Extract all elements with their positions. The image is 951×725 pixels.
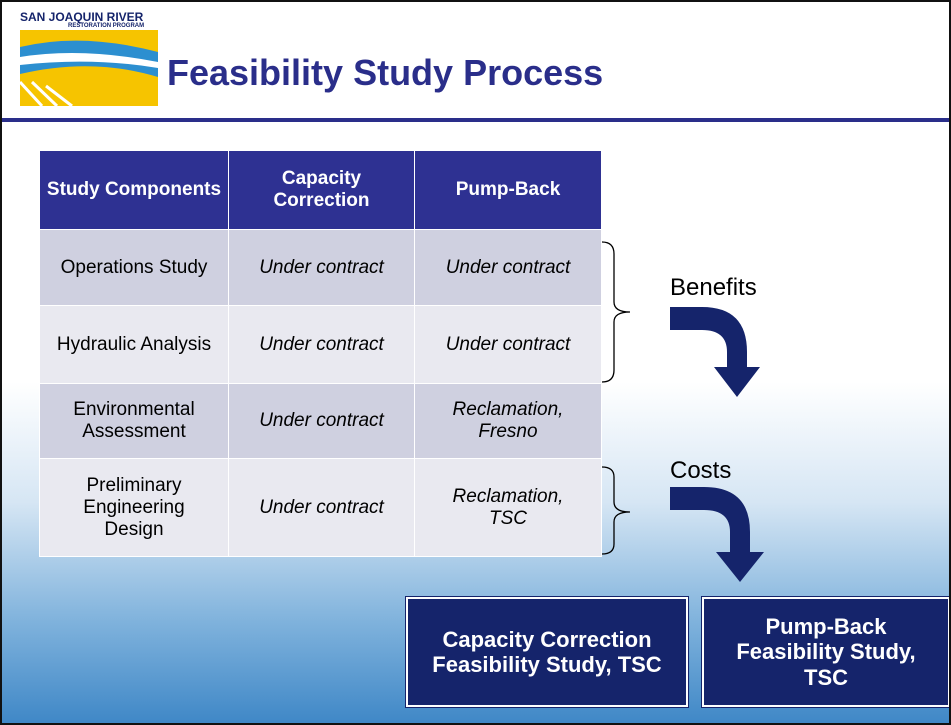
slide-title: Feasibility Study Process: [167, 52, 604, 93]
cell: Under contract: [228, 305, 415, 384]
cell: Preliminary Engineering Design: [39, 458, 229, 557]
cell: Under contract: [228, 458, 415, 557]
benefits-label: Benefits: [670, 274, 757, 301]
header-cell: Pump-Back: [414, 150, 602, 230]
cell: Reclamation, Fresno: [414, 383, 602, 459]
cell: Under contract: [228, 383, 415, 459]
cell: Operations Study: [39, 229, 229, 306]
row: Preliminary Engineering Design Under con…: [39, 458, 602, 557]
logo-wave: [20, 53, 158, 68]
title-rule: [2, 118, 949, 122]
row: Hydraulic Analysis Under contract Under …: [39, 305, 602, 384]
logo-text: SAN JOAQUIN RIVER: [20, 10, 144, 24]
result-box: Pump-Back Feasibility Study, TSC: [701, 596, 949, 708]
table: Study Components Capacity Correction Pum…: [39, 150, 602, 557]
cell: Hydraulic Analysis: [39, 305, 229, 384]
arrow: [670, 307, 760, 397]
cell: Under contract: [228, 229, 415, 306]
costs-label: Costs: [670, 457, 732, 484]
row: Environmental Assessment Under contract …: [39, 383, 602, 459]
cell: Under contract: [414, 305, 602, 384]
logo-rows: [18, 80, 73, 108]
cell: Environmental Assessment: [39, 383, 229, 459]
header-row: Study Components Capacity Correction Pum…: [39, 150, 602, 230]
logo-subtext: RESTORATION PROGRAM: [68, 23, 145, 29]
arrow: [670, 487, 764, 582]
header-cell: Study Components: [39, 150, 229, 230]
cell: Under contract: [414, 229, 602, 306]
brace: [601, 241, 631, 383]
header-cell: Capacity Correction: [228, 150, 415, 230]
cell: Reclamation, TSC: [414, 458, 602, 557]
result-box: Capacity Correction Feasibility Study, T…: [405, 596, 689, 708]
row: Operations Study Under contract Under co…: [39, 229, 602, 306]
brace: [601, 466, 631, 555]
